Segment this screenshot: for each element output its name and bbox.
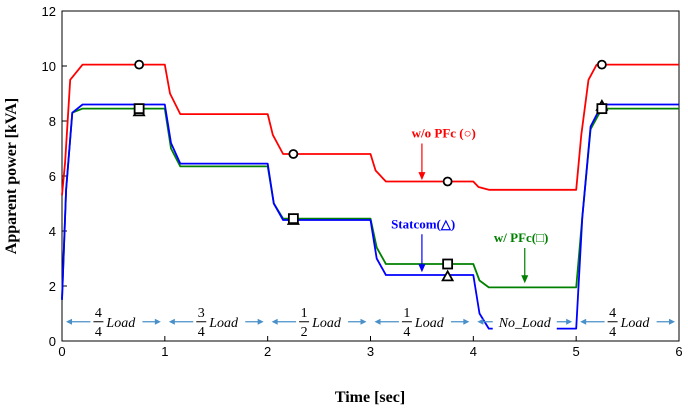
square-marker: [596, 103, 608, 115]
x-tick-label: 6: [675, 344, 682, 359]
y-tick-label: 6: [49, 169, 56, 184]
x-tick-label: 2: [264, 344, 271, 359]
segment-fraction-den: 4: [198, 325, 205, 340]
segment-arrowhead: [566, 318, 573, 325]
segment-label: Load: [620, 316, 651, 331]
segment-arrowhead: [168, 318, 175, 325]
segment-fraction-num: 1: [301, 306, 308, 321]
x-tick-label: 5: [573, 344, 580, 359]
segment-label-bg: [296, 303, 349, 338]
segment-label-bg: [604, 303, 657, 338]
segment-arrowhead: [463, 318, 470, 325]
x-axis-title: Time [sec]: [335, 389, 405, 406]
series-annotation: w/o PFc (○): [412, 126, 476, 141]
segment-arrowhead: [66, 318, 72, 325]
y-tick-label: 2: [49, 279, 56, 294]
annotation-arrowhead: [418, 172, 426, 181]
square-marker: [287, 213, 299, 225]
x-tick-label: 3: [367, 344, 374, 359]
segment-label: Load: [105, 316, 136, 331]
series-lines: [61, 63, 679, 330]
series-line: [61, 63, 679, 196]
segment-fraction-num: 4: [95, 306, 102, 321]
segment-fraction-den: 2: [301, 325, 308, 340]
triangle-marker: [441, 269, 455, 282]
x-tick-label: 1: [161, 344, 168, 359]
circle-marker: [134, 59, 145, 70]
series-markers: [132, 59, 609, 282]
segment-fraction-den: 4: [609, 325, 616, 340]
segment-fraction-num: 4: [609, 306, 616, 321]
series-line: [61, 103, 679, 330]
segment-label-bg: [492, 313, 557, 330]
segment-arrowhead: [257, 318, 264, 325]
segment-arrowhead: [154, 318, 161, 325]
y-tick-label: 10: [42, 59, 56, 74]
segment-label: Load: [208, 316, 239, 331]
y-tick-label: 0: [49, 334, 56, 349]
segment-arrowhead: [669, 318, 675, 325]
series-annotation: Statcom(△): [391, 216, 455, 231]
segment-arrowhead: [271, 318, 278, 325]
square-marker: [133, 103, 145, 115]
series-annotations: w/o PFc (○) Statcom(△) w/ PFc(□): [391, 126, 548, 284]
segment-fraction-den: 4: [95, 325, 102, 340]
series-annotation: w/ PFc(□): [494, 230, 548, 245]
segment-label-bg: [398, 303, 451, 338]
y-tick-label: 12: [42, 4, 56, 19]
segment-arrowhead: [477, 318, 484, 325]
y-tick-label: 8: [49, 114, 56, 129]
y-axis-title: Apparent power [kVA]: [3, 98, 20, 254]
segment-label: Load: [414, 316, 445, 331]
segment-label-bg: [90, 303, 143, 338]
segment-fraction-num: 3: [198, 306, 205, 321]
segment-arrowhead: [374, 318, 381, 325]
annotation-arrowhead: [418, 264, 426, 273]
segment-label: Load: [311, 316, 342, 331]
circle-marker: [596, 59, 607, 70]
segment-label-bg: [193, 303, 246, 338]
segment-fraction-num: 1: [403, 306, 410, 321]
circle-marker: [288, 149, 299, 159]
segment-arrowhead: [580, 318, 587, 325]
circle-marker: [442, 176, 453, 187]
annotation-arrowhead: [521, 275, 529, 284]
segment-arrowhead: [360, 318, 367, 325]
x-tick-label: 0: [58, 344, 65, 359]
y-tick-label: 4: [49, 224, 56, 239]
x-tick-label: 4: [470, 344, 477, 359]
square-marker: [442, 258, 454, 270]
segment-label: No_Load: [498, 316, 552, 331]
segment-fraction-den: 4: [403, 325, 410, 340]
